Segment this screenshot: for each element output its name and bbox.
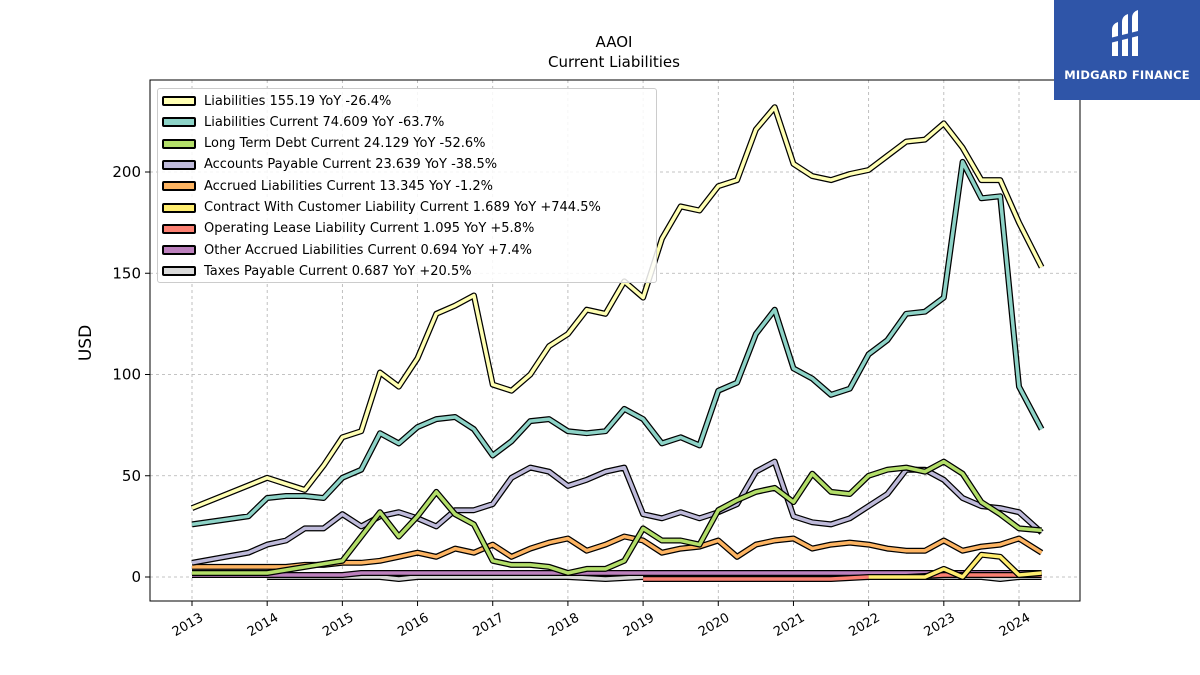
series-line	[643, 573, 1042, 581]
legend-label: Operating Lease Liability Current 1.095 …	[204, 221, 535, 237]
x-tick-label: 2019	[621, 610, 657, 640]
x-tick-label: 2013	[170, 610, 206, 640]
x-tick-label: 2021	[771, 610, 807, 640]
legend-swatch	[162, 245, 196, 256]
y-tick-label: 200	[112, 163, 141, 181]
x-tick-label: 2016	[395, 610, 431, 640]
chart-subtitle: Current Liabilities	[548, 53, 680, 71]
x-tick-label: 2018	[546, 610, 582, 640]
series-line-outline	[191, 458, 1044, 566]
x-tick-label: 2017	[471, 610, 507, 640]
series-line	[192, 534, 1043, 569]
legend-swatch	[162, 266, 196, 277]
legend-item: Liabilities 155.19 YoY -26.4%	[162, 92, 391, 110]
legend-item: Other Accrued Liabilities Current 0.694 …	[162, 241, 532, 259]
legend-item: Contract With Customer Liability Current…	[162, 199, 601, 217]
series-line	[192, 459, 1042, 575]
series-line	[191, 160, 1044, 527]
legend-label: Long Term Debt Current 24.129 YoY -52.6%	[204, 136, 486, 152]
brand-logo: MIDGARD FINANCE	[1054, 0, 1200, 100]
series-line-outline	[192, 458, 1042, 576]
x-tick-label: 2015	[320, 610, 356, 640]
series-other-accrued-liabilities-current	[192, 570, 1042, 578]
series-line	[191, 105, 1044, 510]
legend-label: Taxes Payable Current 0.687 YoY +20.5%	[204, 263, 472, 279]
brand-name: MIDGARD FINANCE	[1064, 68, 1190, 82]
legend-item: Long Term Debt Current 24.129 YoY -52.6%	[162, 135, 486, 153]
legend: Liabilities 155.19 YoY -26.4% Liabilities…	[157, 88, 657, 283]
series-contract-with-customer-liability-current	[868, 551, 1042, 580]
series-line	[191, 459, 1043, 565]
plot-frame	[149, 79, 1081, 602]
series-liabilities-current	[191, 158, 1045, 528]
y-tick-label: 50	[122, 467, 141, 485]
y-axis: 0 50 100 150 200	[112, 163, 150, 586]
series-line	[868, 552, 1042, 579]
series-operating-lease-liability-current	[643, 572, 1042, 582]
legend-item: Operating Lease Liability Current 1.095 …	[162, 220, 534, 238]
series-liabilities	[190, 104, 1045, 511]
series-long-term-debt-current	[192, 458, 1042, 576]
chart-title: AAOI	[596, 33, 633, 51]
legend-item: Liabilities Current 74.609 YoY -63.7%	[162, 113, 444, 131]
legend-label: Liabilities 155.19 YoY -26.4%	[204, 93, 392, 109]
brand-logo-icon	[1110, 10, 1142, 56]
y-tick-label: 150	[112, 264, 141, 282]
legend-swatch	[162, 138, 196, 149]
x-axis: 2013 2014 2015 2016 2017 2018 2019 2020 2021 2022…	[170, 601, 1033, 640]
legend-item: Accounts Payable Current 23.639 YoY -38.…	[162, 156, 497, 174]
y-tick-label: 0	[131, 568, 141, 586]
x-tick-label: 2024	[997, 610, 1033, 640]
x-tick-label: 2022	[846, 610, 882, 640]
series-accounts-payable-current	[191, 458, 1044, 566]
legend-item: Accrued Liabilities Current 13.345 YoY -…	[162, 177, 493, 195]
legend-swatch	[162, 117, 196, 128]
x-tick-label: 2023	[922, 610, 958, 640]
legend-label: Other Accrued Liabilities Current 0.694 …	[204, 242, 532, 258]
x-tick-label: 2014	[245, 610, 281, 640]
legend-label: Contract With Customer Liability Current…	[204, 200, 601, 215]
x-tick-label: 2020	[696, 610, 732, 640]
legend-swatch	[162, 181, 196, 192]
legend-swatch	[162, 96, 196, 106]
legend-swatch	[162, 202, 196, 213]
series-layer	[190, 104, 1045, 582]
y-tick-label: 100	[112, 366, 141, 384]
series-accrued-liabilities-current	[192, 533, 1044, 570]
legend-label: Accounts Payable Current 23.639 YoY -38.…	[204, 157, 498, 173]
legend-swatch	[162, 159, 196, 170]
y-axis-label: USD	[76, 325, 96, 361]
series-line	[192, 571, 1042, 577]
legend-item: Taxes Payable Current 0.687 YoY +20.5%	[162, 262, 472, 280]
legend-swatch	[162, 223, 196, 234]
legend-label: Liabilities Current 74.609 YoY -63.7%	[204, 114, 445, 130]
legend-label: Accrued Liabilities Current 13.345 YoY -…	[204, 178, 493, 194]
